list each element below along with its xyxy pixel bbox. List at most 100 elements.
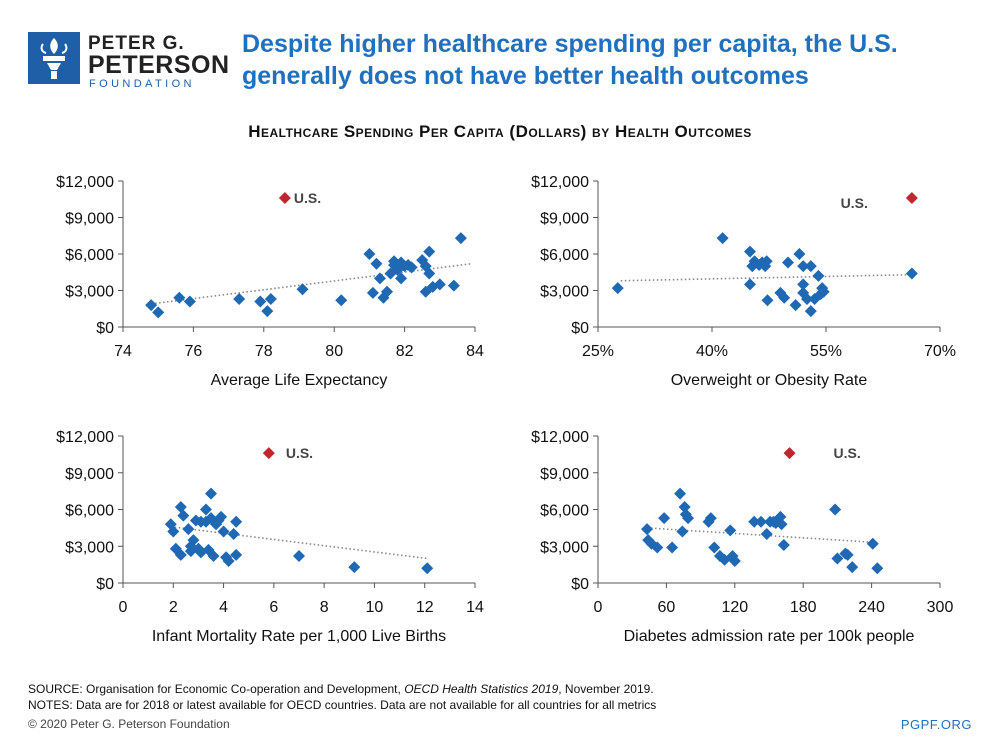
x-tick-label: 80 [325,343,343,360]
data-point [363,248,376,260]
data-point [611,282,624,295]
us-data-point [278,192,291,205]
x-tick-label: 12 [416,599,434,616]
data-point [817,285,830,298]
notes-text: NOTES: Data are for 2018 or latest avail… [28,698,657,712]
data-point [774,510,787,523]
data-point [366,286,379,299]
x-tick-label: 0 [594,599,603,616]
data-point [254,295,267,308]
data-point [205,487,217,500]
data-point [678,501,691,514]
x-axis-label: Diabetes admission rate per 100k people [624,628,915,645]
x-tick-label: 55% [810,343,842,360]
trend-line [170,525,428,560]
data-point [215,510,228,523]
data-point [708,541,721,554]
trend-line [620,273,912,282]
data-point [760,255,773,268]
data-point [227,528,240,540]
data-point [230,548,243,561]
source-note: SOURCE: Organisation for Economic Co-ope… [28,682,654,696]
data-point [173,291,186,304]
x-axis-label: Infant Mortality Rate per 1,000 Live Bir… [152,628,446,645]
data-point [682,512,695,525]
trend-line [646,527,878,544]
data-point [447,279,460,292]
x-tick-label: 120 [721,599,748,616]
us-point-label: U.S. [286,445,313,461]
y-tick-label: $0 [571,576,589,593]
y-tick-label: $12,000 [56,429,114,446]
peterson-logo: PETER G. PETERSON FOUNDATION [28,32,230,94]
data-point [395,272,408,285]
page-title: Despite higher healthcare spending per c… [242,30,898,90]
data-point [174,548,187,561]
data-point [145,299,158,312]
data-point [782,256,794,269]
data-point [152,306,165,319]
data-point [755,515,768,528]
data-point [846,561,859,574]
data-point [676,525,689,538]
logo-name-line2: PETERSON [88,51,230,79]
data-point [748,515,761,528]
x-axis-label: Overweight or Obesity Rate [671,372,868,389]
data-point [373,272,386,285]
site-link[interactable]: PGPF.ORG [900,717,972,732]
logo-name-line3: FOUNDATION [89,78,195,90]
data-point [775,518,788,531]
data-point [423,245,436,258]
x-tick-label: 84 [466,343,484,360]
data-point [841,548,854,561]
data-point [182,523,195,536]
data-point [789,299,802,312]
y-tick-label: $3,000 [65,539,114,556]
x-tick-label: 74 [114,343,132,360]
data-point [199,503,212,516]
x-tick-label: 8 [320,599,329,616]
x-tick-label: 40% [696,343,728,360]
data-point [405,261,418,274]
data-point [230,515,243,528]
x-tick-label: 180 [790,599,817,616]
y-tick-label: $3,000 [65,284,114,301]
data-point [264,293,277,306]
data-point [797,260,810,273]
y-tick-label: $0 [96,320,114,337]
source-prefix: SOURCE: Organisation for Economic Co-ope… [28,682,405,696]
data-point [174,501,187,514]
data-point [871,562,884,575]
x-tick-label: 76 [185,343,203,360]
chart-group-title: Healthcare Spending Per Capita (Dollars)… [248,122,752,141]
data-point [793,248,806,260]
source-suffix: , November 2019. [558,682,654,696]
y-tick-label: $0 [571,320,589,337]
y-tick-label: $6,000 [65,247,114,264]
y-tick-label: $12,000 [56,174,114,191]
data-point [261,305,274,318]
data-point [207,550,220,563]
data-point [233,293,246,306]
data-point [433,278,446,291]
data-point [370,257,383,270]
data-point [666,541,679,554]
data-point [658,512,671,525]
data-point [724,524,737,537]
data-point [641,523,654,536]
y-tick-label: $9,000 [540,466,589,483]
us-point-label: U.S. [834,445,861,461]
x-tick-label: 0 [119,599,128,616]
us-data-point [783,447,796,460]
data-point [760,528,773,540]
y-tick-label: $6,000 [540,503,589,520]
x-tick-label: 240 [858,599,885,616]
data-point [381,285,393,298]
data-point [801,293,813,306]
data-point [831,552,844,565]
data-point [674,487,687,500]
data-point [797,278,810,291]
y-tick-label: $9,000 [540,211,589,228]
x-tick-label: 6 [269,599,278,616]
x-tick-label: 4 [219,599,228,616]
